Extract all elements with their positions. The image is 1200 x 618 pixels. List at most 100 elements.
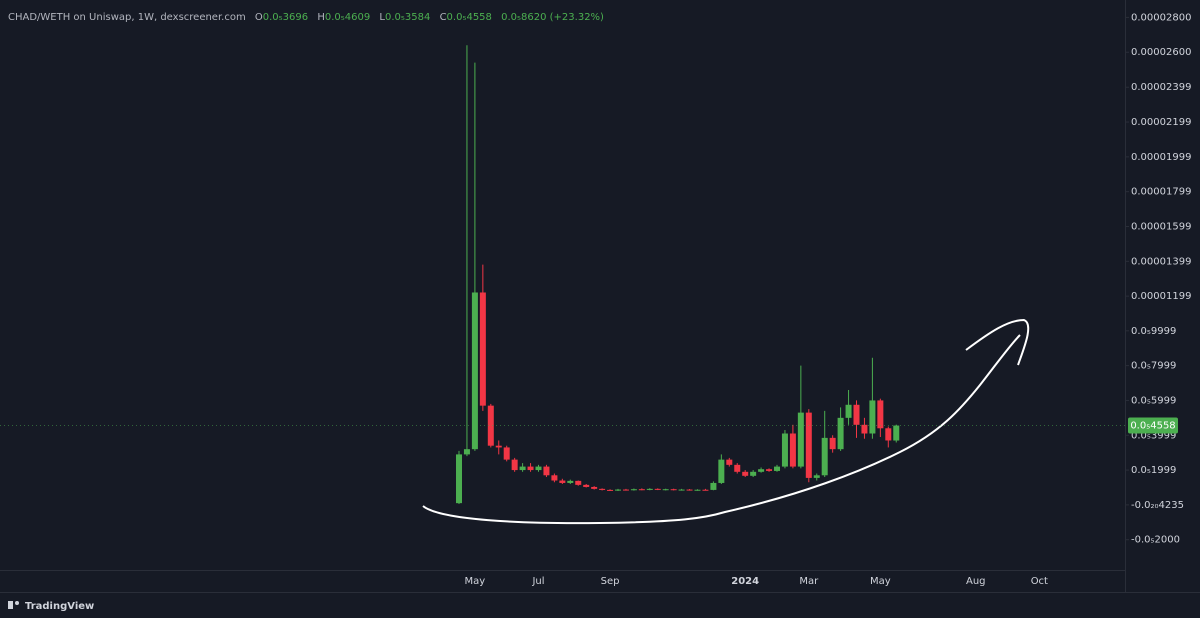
candle-body — [503, 447, 510, 460]
x-tick-label: May — [870, 576, 891, 587]
x-tick-label: Aug — [966, 576, 986, 587]
y-tick-label: 0.00002199 — [1131, 117, 1191, 128]
candle-body — [471, 292, 478, 450]
ohlc-value: 0.0₅4609 — [325, 12, 370, 23]
candle-body — [479, 292, 486, 406]
candle-body — [622, 489, 629, 491]
drawn-arrowhead — [965, 318, 1030, 366]
candle-body — [829, 437, 836, 450]
candle-body — [487, 405, 494, 446]
y-tick-label: 0.00001799 — [1131, 187, 1191, 198]
candle-body — [678, 489, 685, 491]
candle-body — [718, 459, 725, 483]
candle-body — [885, 428, 892, 441]
candle-body — [575, 480, 582, 485]
y-tick-label: 0.0₅7999 — [1131, 361, 1176, 372]
y-tick-label: -0.0₂₀4235 — [1131, 500, 1184, 511]
candle-body — [845, 404, 852, 418]
candle-body — [638, 489, 645, 491]
candle-body — [742, 471, 749, 476]
candle-body — [535, 466, 542, 471]
y-tick-label: 0.00002800 — [1131, 12, 1191, 23]
candle-body — [758, 469, 765, 472]
y-tick-label: 0.0₅5999 — [1131, 395, 1176, 406]
x-tick-label: Mar — [799, 576, 819, 587]
ohlc-prefix: L — [379, 12, 385, 23]
y-tick-label: 0.00001399 — [1131, 256, 1191, 267]
ohlc-value: 0.0₅4558 — [447, 12, 492, 23]
candle-body — [591, 486, 598, 489]
logo-mark — [15, 601, 19, 605]
candle-body — [726, 459, 733, 465]
price-tag-label: 0.0₅4558 — [1130, 421, 1175, 432]
candle-body — [583, 484, 590, 487]
y-tick-label: 0.0₅9999 — [1131, 326, 1176, 337]
candle-body — [821, 437, 828, 476]
candle-body — [559, 480, 566, 483]
candle-body — [781, 433, 788, 467]
ohlc-prefix: H — [317, 12, 325, 23]
candle-body — [710, 482, 717, 490]
candle-body — [869, 400, 876, 434]
candle-body — [877, 400, 884, 429]
candle-body — [599, 488, 606, 490]
candle-body — [750, 471, 757, 476]
x-tick-label: Oct — [1031, 576, 1048, 587]
candle-body — [702, 489, 709, 491]
symbol-title: CHAD/WETH on Uniswap, 1W, dexscreener.co… — [8, 12, 246, 23]
candle-body — [646, 488, 653, 490]
candle-body — [853, 404, 860, 425]
candle-body — [789, 433, 796, 467]
x-tick-label: Sep — [601, 576, 620, 587]
logo: TradingView — [8, 601, 94, 612]
candle-body — [893, 425, 900, 441]
candle-body — [686, 489, 693, 491]
candle-body — [797, 412, 804, 467]
y-tick-label: -0.0₅2000 — [1131, 535, 1180, 546]
candle-body — [567, 480, 574, 483]
candle-body — [456, 454, 462, 504]
x-tick-label: 2024 — [731, 576, 759, 587]
candle-body — [511, 459, 518, 471]
y-tick-label: 0.0₅1999 — [1131, 465, 1176, 476]
y-tick-label: 0.00001999 — [1131, 152, 1191, 163]
y-tick-label: 0.00002399 — [1131, 82, 1191, 93]
candle-body — [519, 466, 526, 471]
candle-body — [766, 469, 773, 471]
candle-body — [662, 489, 669, 491]
watermark: TradingView — [25, 601, 94, 612]
candle-body — [630, 489, 637, 491]
candle-body — [805, 412, 812, 478]
header: CHAD/WETH on Uniswap, 1W, dexscreener.co… — [8, 12, 604, 23]
candle-body — [543, 466, 550, 476]
y-tick-label: 0.00001599 — [1131, 222, 1191, 233]
candle-body — [527, 466, 534, 471]
candle-body — [654, 488, 661, 490]
candle-body — [463, 449, 470, 455]
candle-body — [670, 489, 677, 491]
x-tick-label: May — [465, 576, 486, 587]
candle-body — [607, 489, 614, 491]
y-tick-label: 0.0₅3999 — [1131, 430, 1176, 441]
candle-body — [495, 445, 502, 448]
ohlc-prefix: C — [440, 12, 447, 23]
logo-mark — [8, 601, 13, 609]
candle-body — [734, 464, 741, 472]
candle-body — [774, 466, 780, 471]
ohlc-prefix: O — [255, 12, 263, 23]
candle-body — [694, 489, 701, 491]
ohlc-value: 0.0₅3584 — [385, 12, 430, 23]
candle-body — [837, 417, 844, 450]
candle-body — [615, 489, 621, 491]
drawn-curve — [422, 334, 1021, 525]
candle-body — [551, 475, 558, 481]
ohlc-value: 0.0₅3696 — [263, 12, 308, 23]
y-tick-label: 0.00001199 — [1131, 291, 1191, 302]
x-tick-label: Jul — [531, 576, 544, 587]
candle-body — [813, 475, 820, 478]
y-tick-label: 0.00002600 — [1131, 47, 1191, 58]
candle-body — [861, 424, 868, 434]
change: 0.0₅8620 (+23.32%) — [501, 12, 604, 23]
